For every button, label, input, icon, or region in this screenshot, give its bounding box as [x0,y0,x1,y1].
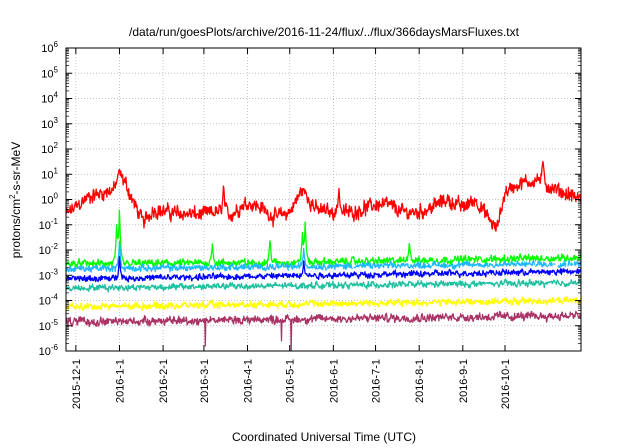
y-tick-label: 105 [41,65,58,80]
x-tick-label: 2016-1-1 [114,359,126,403]
y-tick-label-base: 10 [41,94,53,106]
y-tick-label: 10-2 [39,242,59,257]
y-tick-label-exponent: -6 [51,343,59,352]
y-tick-label-base: 10 [41,119,53,131]
y-tick-label-exponent: 3 [54,116,59,125]
x-tick-label: 2016-7-1 [371,359,383,403]
y-tick-label: 100 [41,192,58,207]
x-tick-label: 2016-3-1 [199,359,211,403]
y-tick-label: 104 [41,91,58,106]
y-tick-label: 10-3 [39,267,59,282]
series-line-5 [66,278,581,293]
y-tick-label: 102 [41,141,58,156]
y-tick-label-base: 10 [41,43,53,55]
series-line-2 [66,240,581,273]
data-series [66,160,581,351]
series-line-1 [66,209,581,270]
y-tick-label-base: 10 [41,68,53,80]
y-tick-label: 10-4 [39,293,59,308]
y-tick-label-exponent: 4 [54,91,59,100]
y-tick-label-base: 10 [41,144,53,156]
x-tick-label: 2015-12-1 [71,359,83,409]
x-tick-label: 2016-2-1 [158,359,170,403]
series-line-6 [66,296,581,312]
y-tick-label-base: 10 [39,321,51,333]
y-tick-label: 101 [41,166,58,181]
series-line-7 [66,310,581,351]
y-tick-label-exponent: -3 [51,267,59,276]
x-tick-label: 2016-6-1 [328,359,340,403]
x-tick-label: 2016-9-1 [458,359,470,403]
y-axis-label-rest: -s-sr-MeV [9,142,23,195]
x-tick-label: 2016-4-1 [243,359,255,403]
y-axis-label-superscript: 2 [8,194,17,199]
y-tick-label-base: 10 [39,270,51,282]
y-axis-label-base: protons/cm [9,199,23,258]
y-axis: 10-610-510-410-310-210-11001011021031041… [39,40,581,358]
plot-area [66,160,581,351]
y-tick-label-exponent: -5 [51,318,59,327]
x-axis-label: Coordinated Universal Time (UTC) [232,430,416,444]
chart-title: /data/run/goesPlots/archive/2016-11-24/f… [129,25,520,39]
y-tick-label-base: 10 [41,169,53,181]
x-tick-label: 2016-10-1 [500,359,512,409]
y-tick-label: 106 [41,40,58,55]
y-axis-label: protons/cm2-s-sr-MeV [8,142,23,258]
y-tick-label-base: 10 [41,195,53,207]
series-line-3 [66,263,581,279]
y-tick-label-base: 10 [39,296,51,308]
y-tick-label-exponent: -2 [51,242,59,251]
y-tick-label: 10-1 [39,217,59,232]
y-tick-label-base: 10 [39,346,51,358]
y-tick-label-exponent: 5 [54,65,59,74]
x-tick-label: 2016-8-1 [414,359,426,403]
y-tick-label-base: 10 [39,220,51,232]
y-tick-label-exponent: 6 [54,40,59,49]
x-axis: 2015-12-1 2016-1-1 2016-2-1 2016-3-1 2016-4-… [71,48,512,409]
y-tick-label-exponent: -4 [51,293,59,302]
series-line-0 [66,160,581,232]
y-tick-label-exponent: 0 [54,192,59,201]
y-tick-label: 10-6 [39,343,59,358]
y-tick-label: 103 [41,116,58,131]
x-tick-label: 2016-5-1 [285,359,297,403]
y-tick-label-exponent: -1 [51,217,59,226]
y-tick-label: 10-5 [39,318,59,333]
series-line-4 [66,256,581,283]
y-tick-label-exponent: 2 [54,141,59,150]
y-tick-label-exponent: 1 [54,166,59,175]
y-tick-label-base: 10 [39,245,51,257]
